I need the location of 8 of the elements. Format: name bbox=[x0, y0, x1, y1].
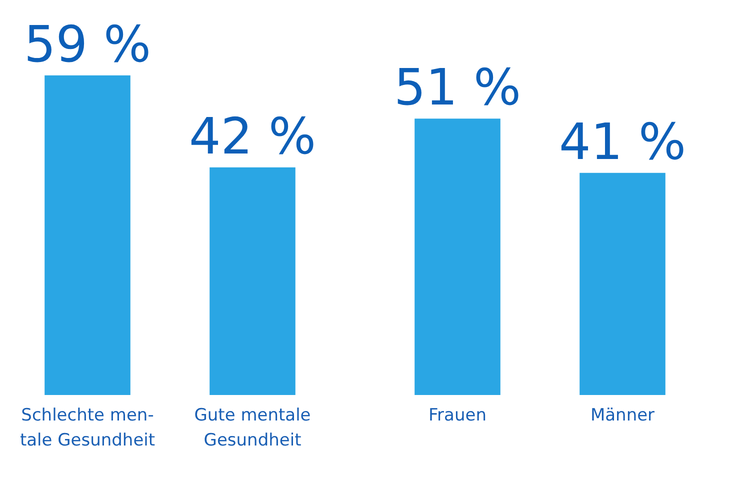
x-tick-label: Frauen bbox=[428, 406, 486, 426]
data-label: 59 % bbox=[24, 15, 152, 74]
x-tick-label: Schlechte men- tale Gesundheit bbox=[20, 406, 156, 450]
x-tick-label: Gute mentale Gesundheit bbox=[194, 406, 311, 450]
data-label: 51 % bbox=[394, 58, 522, 117]
data-label: 41 % bbox=[558, 112, 686, 171]
x-tick-label: Männer bbox=[590, 406, 655, 426]
data-label: 42 % bbox=[188, 107, 316, 166]
